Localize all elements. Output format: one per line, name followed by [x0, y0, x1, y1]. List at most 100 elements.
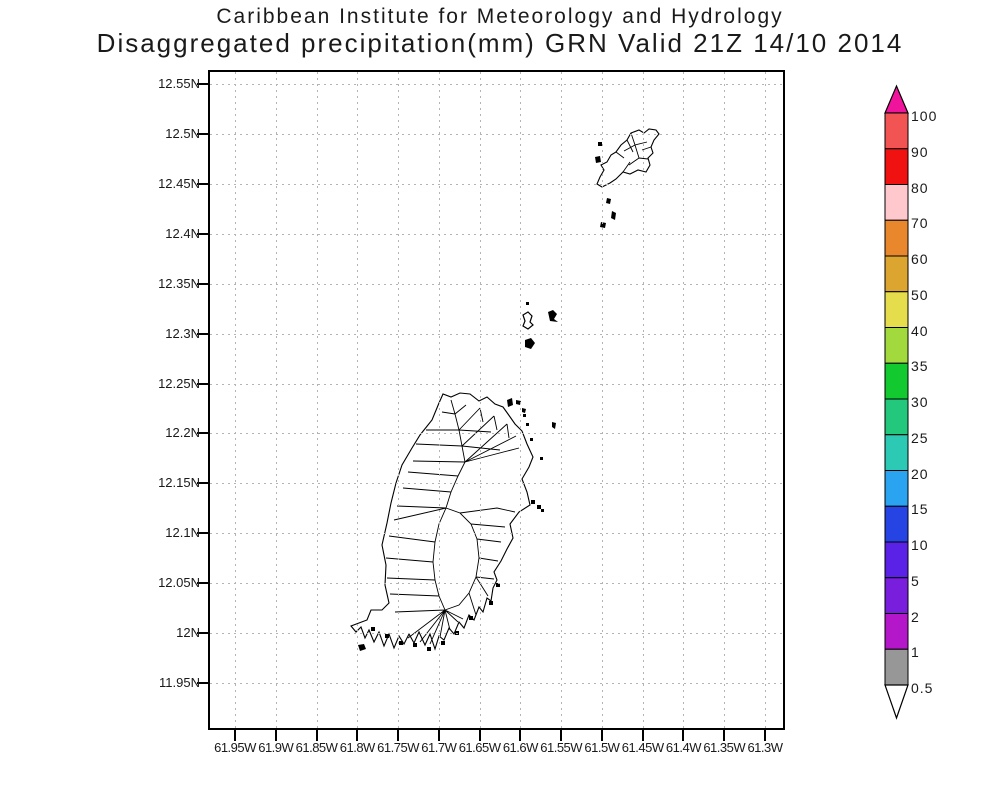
colorbar-segment [884, 577, 909, 614]
coastal-rocks [371, 414, 544, 651]
colorbar-segment [884, 255, 909, 293]
x-axis-label: 61.6W [502, 740, 539, 755]
colorbar-label: 2 [911, 608, 920, 625]
x-axis-label: 61.9W [258, 740, 294, 755]
latitude-gridline [210, 433, 783, 435]
longitude-gridline [601, 72, 603, 728]
longitude-gridline [765, 72, 766, 728]
longitude-gridline [357, 72, 359, 728]
colorbar-segment [884, 362, 909, 400]
y-axis-tick [197, 332, 208, 335]
latitude-gridline [210, 633, 783, 635]
latitude-gridline [210, 583, 783, 585]
latitude-gridline [210, 483, 783, 485]
x-axis-tick [560, 730, 563, 741]
y-axis-label: 12.3N [165, 325, 200, 341]
y-axis-tick [197, 182, 208, 185]
grenada-island-outline [350, 392, 534, 651]
y-axis-tick [197, 632, 208, 635]
caille-island [525, 338, 535, 349]
colorbar-segment [884, 184, 909, 221]
y-axis-label: 11.95N [159, 675, 200, 691]
x-axis-tick [764, 730, 766, 741]
map-plot-area [208, 70, 785, 730]
latitude-gridline [210, 283, 783, 285]
longitude-gridline [683, 72, 685, 728]
y-axis-tick [197, 582, 208, 585]
colorbar-label: 1 [911, 644, 920, 661]
longitude-gridline [520, 72, 522, 728]
x-axis-tick [274, 730, 277, 741]
colorbar-segment [884, 648, 909, 686]
y-axis-tick [197, 83, 208, 85]
y-axis-label: 12.45N [158, 175, 200, 191]
colorbar-segment [884, 470, 909, 507]
x-axis-label: 61.65W [458, 740, 501, 755]
colorbar-label: 70 [911, 215, 929, 232]
colorbar-segment [884, 613, 909, 650]
y-axis-label: 12.4N [165, 225, 200, 241]
colorbar-label: 10 [911, 537, 929, 553]
colorbar-below-min-arrow [884, 684, 909, 720]
colorbar-segment [884, 148, 909, 185]
y-axis-tick [197, 482, 208, 485]
x-axis-label: 61.4W [665, 740, 702, 755]
x-axis-tick [478, 730, 481, 741]
latitude-gridline [210, 84, 783, 85]
longitude-gridline [561, 72, 563, 728]
longitude-gridline [724, 72, 726, 728]
y-axis-label: 12.55N [158, 76, 200, 91]
colorbar-label: 25 [911, 429, 929, 446]
y-axis-tick [197, 432, 208, 435]
colorbar-segment [884, 291, 909, 328]
colorbar-label: 50 [911, 286, 929, 303]
y-axis-label: 12.1N [165, 525, 200, 541]
y-axis-tick [197, 532, 208, 535]
latitude-gridline [210, 533, 783, 535]
x-axis-label: 61.45W [621, 740, 664, 755]
latitude-gridline [210, 683, 783, 685]
x-axis-tick [641, 730, 644, 741]
y-axis-tick [197, 282, 208, 285]
precipitation-colorbar [884, 84, 909, 720]
x-axis-tick [437, 730, 440, 741]
latitude-gridline [210, 333, 783, 335]
latitude-gridline [210, 383, 783, 385]
longitude-gridline [398, 72, 400, 728]
colorbar-segment [884, 327, 909, 364]
x-axis-tick [397, 730, 400, 741]
longitude-gridline [479, 72, 481, 728]
colorbar-label: 80 [911, 179, 929, 196]
colorbar-label: 20 [911, 465, 929, 482]
longitude-gridline [438, 72, 440, 728]
latitude-gridline [210, 133, 783, 135]
colorbar-label: 60 [911, 251, 929, 267]
x-axis-tick [600, 730, 603, 741]
y-axis-tick [197, 682, 208, 685]
carriacou-island-outline [596, 128, 660, 188]
y-axis-tick [197, 132, 208, 135]
y-axis-label: 12N [176, 625, 200, 641]
longitude-gridline [642, 72, 644, 728]
y-axis-label: 12.5N [165, 125, 200, 141]
colorbar-segment [884, 219, 909, 257]
plot-title: Disaggregated precipitation(mm) GRN Vali… [96, 28, 904, 58]
x-axis-label: 61.85W [295, 740, 338, 755]
colorbar-label: 90 [911, 143, 929, 160]
x-axis-tick [356, 730, 359, 741]
latitude-gridline [210, 183, 783, 185]
x-axis-tick [234, 730, 236, 741]
x-axis-label: 61.7W [421, 740, 457, 755]
y-axis-label: 12.2N [165, 425, 200, 441]
longitude-gridline [235, 72, 236, 728]
kick-em-jenny-islet [526, 302, 529, 305]
colorbar-label: 40 [911, 322, 929, 339]
x-axis-label: 61.55W [540, 740, 583, 755]
x-axis-tick [315, 730, 318, 741]
latitude-gridline [210, 233, 783, 235]
y-axis-label: 12.35N [158, 275, 200, 291]
x-axis-tick [723, 730, 726, 741]
colorbar-label: 5 [911, 572, 920, 589]
colorbar-segment [884, 398, 909, 436]
ronde-islands-group [522, 302, 558, 349]
